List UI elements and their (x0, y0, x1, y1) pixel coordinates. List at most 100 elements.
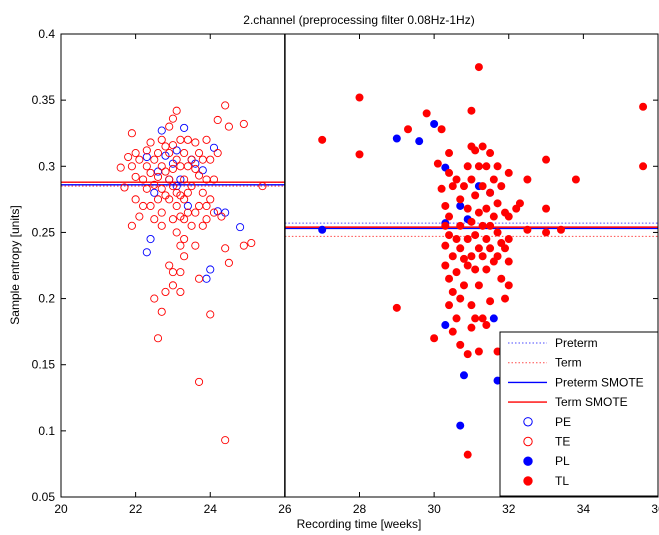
tl-point (542, 204, 551, 213)
x-tick-label: 26 (278, 502, 292, 516)
tl-point (445, 212, 454, 221)
te-point (168, 182, 177, 191)
x-tick-label: 30 (427, 502, 441, 516)
tl-point (448, 287, 457, 296)
tl-point (463, 235, 472, 244)
legend: Preterm Term Preterm SMOTE Term SMOTE PE TE PL… (499, 331, 659, 497)
tl-point (489, 175, 498, 184)
tl-point (493, 162, 502, 171)
te-point (157, 135, 166, 144)
te-point (124, 152, 133, 162)
te-point (127, 221, 136, 230)
te-point (142, 184, 151, 193)
tl-point (486, 188, 495, 197)
te-point (139, 175, 148, 184)
te-point (221, 244, 230, 253)
pe-point (157, 126, 166, 135)
pe-point (198, 166, 207, 175)
pe-point (146, 234, 155, 244)
te-point (131, 149, 140, 158)
legend-label-term-smote: Term SMOTE (555, 395, 628, 409)
tl-point (493, 228, 502, 237)
pe-point (236, 223, 245, 232)
tl-point (474, 347, 483, 356)
pe-point (180, 123, 189, 132)
tl-point (452, 235, 461, 244)
pl-point (456, 421, 465, 430)
tl-point (467, 252, 476, 261)
pe-point (206, 265, 215, 274)
legend-label-te: TE (555, 435, 570, 449)
te-point (239, 241, 248, 250)
tl-point (482, 204, 491, 213)
tl-point (318, 135, 327, 144)
tl-point (355, 150, 364, 159)
legend-label-term: Term (555, 356, 582, 370)
tl-point (452, 314, 461, 323)
te-point (161, 167, 170, 176)
te-point (195, 274, 204, 283)
legend-label-tl: TL (555, 474, 569, 488)
te-point (195, 377, 204, 386)
tl-point (452, 175, 461, 184)
te-point (176, 287, 185, 297)
tl-point (478, 182, 487, 191)
tl-point (448, 252, 457, 261)
tl-point (441, 221, 450, 230)
tl-point (471, 146, 480, 155)
te-point (172, 106, 181, 115)
tl-point (474, 244, 483, 253)
tl-point (504, 235, 513, 244)
tl-point (482, 162, 491, 171)
tl-point (493, 199, 502, 208)
te-point (187, 182, 196, 191)
legend-label-preterm: Preterm (555, 336, 598, 350)
te-point (213, 115, 222, 125)
legend-swatch-pl (523, 456, 533, 466)
data-points (116, 63, 648, 459)
te-point (180, 149, 189, 158)
tl-point (463, 261, 472, 270)
te-point (150, 155, 159, 164)
te-point (206, 310, 215, 319)
axis-ticks: 20 22 24 26 28 30 32 34 36 0.05 0.1 0.15 0.2 0.25 0.3 0… (32, 27, 659, 516)
legend-swatch-te (523, 436, 533, 447)
tl-point (437, 125, 446, 134)
te-point (183, 162, 192, 171)
x-tick-label: 20 (54, 502, 68, 516)
te-point (131, 195, 140, 204)
te-point (209, 208, 219, 217)
chart-title: 2.channel (preprocessing filter 0.08Hz-1… (243, 13, 474, 27)
te-point (191, 138, 200, 147)
tl-point (441, 201, 450, 210)
te-point (150, 294, 159, 303)
te-point (180, 215, 189, 224)
legend-label-pe: PE (555, 415, 571, 429)
pe-point (183, 201, 192, 211)
tl-point (493, 252, 502, 261)
y-axis-label: Sample entropy [units] (8, 205, 22, 324)
tl-point (478, 221, 487, 230)
tl-point (482, 321, 491, 330)
tl-point (437, 184, 446, 193)
tl-point (404, 125, 413, 134)
tl-point (392, 303, 401, 312)
te-point (150, 180, 159, 189)
tl-point (463, 162, 472, 171)
tl-point (430, 334, 439, 343)
te-point (191, 208, 200, 217)
te-point (183, 188, 192, 197)
te-point (153, 172, 163, 181)
te-point (247, 238, 256, 248)
tl-point (515, 199, 524, 208)
legend-label-preterm-smote: Preterm SMOTE (555, 375, 644, 389)
te-point (135, 212, 144, 221)
tl-point (456, 244, 465, 253)
pe-point (209, 143, 219, 152)
te-point (172, 201, 181, 211)
tl-point (467, 323, 476, 332)
te-point (191, 241, 200, 250)
te-point (172, 155, 181, 164)
tl-point (448, 327, 457, 336)
x-axis-label: Recording time [weeks] (297, 517, 422, 531)
